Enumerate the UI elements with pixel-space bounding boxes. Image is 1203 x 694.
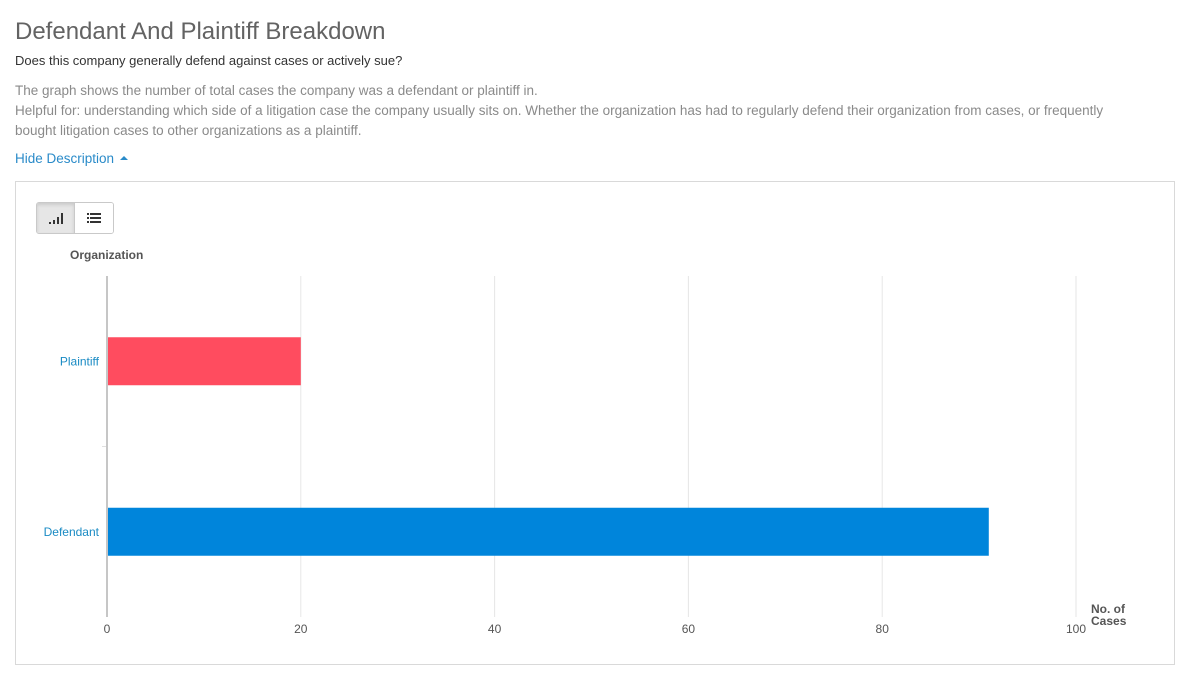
bar-chart: Plaintiff Defendant 0 20 40 60 80 100 No. ofCase… (0, 0, 1203, 694)
bar-plaintiff (108, 337, 301, 385)
x-tick-label: 80 (876, 622, 890, 636)
x-tick-label: 20 (294, 622, 308, 636)
category-label: Plaintiff (60, 354, 100, 368)
x-tick-label: 40 (488, 622, 502, 636)
x-tick-label: 60 (682, 622, 696, 636)
x-tick-label: 100 (1066, 622, 1086, 636)
x-tick-label: 0 (104, 622, 111, 636)
x-axis-title: No. ofCases (1091, 602, 1127, 628)
bar-defendant (108, 508, 989, 556)
category-label: Defendant (44, 525, 100, 539)
page: Defendant And Plaintiff Breakdown Does t… (0, 0, 1203, 694)
